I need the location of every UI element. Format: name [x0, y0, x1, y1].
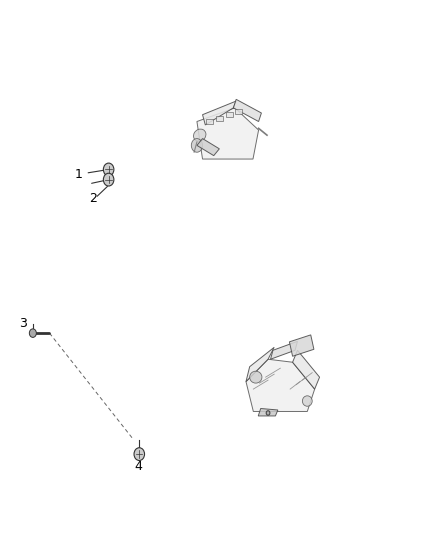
- Text: 1: 1: [75, 168, 83, 181]
- Polygon shape: [197, 139, 219, 156]
- Circle shape: [29, 329, 36, 337]
- Polygon shape: [233, 99, 261, 122]
- Circle shape: [266, 411, 270, 415]
- Polygon shape: [246, 348, 274, 382]
- Ellipse shape: [250, 371, 262, 383]
- Polygon shape: [258, 408, 278, 416]
- Polygon shape: [293, 350, 320, 389]
- Circle shape: [134, 448, 145, 461]
- Bar: [206, 119, 213, 124]
- Text: 4: 4: [134, 460, 142, 473]
- Polygon shape: [197, 108, 258, 159]
- Text: 3: 3: [19, 317, 27, 330]
- Bar: [216, 116, 223, 120]
- Bar: [290, 335, 314, 356]
- Polygon shape: [271, 341, 297, 359]
- Bar: [226, 112, 233, 117]
- Polygon shape: [246, 359, 314, 411]
- Circle shape: [103, 163, 114, 176]
- Text: 2: 2: [89, 192, 97, 205]
- Circle shape: [191, 139, 202, 152]
- Circle shape: [103, 173, 114, 186]
- Polygon shape: [202, 101, 236, 125]
- Ellipse shape: [194, 129, 206, 141]
- Bar: [236, 109, 243, 114]
- Ellipse shape: [302, 396, 312, 406]
